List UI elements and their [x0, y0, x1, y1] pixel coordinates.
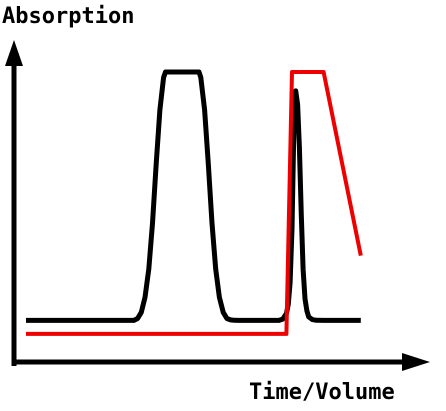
x-axis-arrow-icon — [402, 353, 430, 371]
absorption-trace-line — [26, 69, 361, 323]
y-axis-label: Absorption — [2, 4, 134, 29]
y-axis-arrow-icon — [5, 40, 23, 66]
x-axis-label: Time/Volume — [249, 380, 395, 405]
series-layer — [26, 69, 363, 336]
gradient-trace-line — [26, 70, 363, 336]
axes — [5, 40, 430, 371]
